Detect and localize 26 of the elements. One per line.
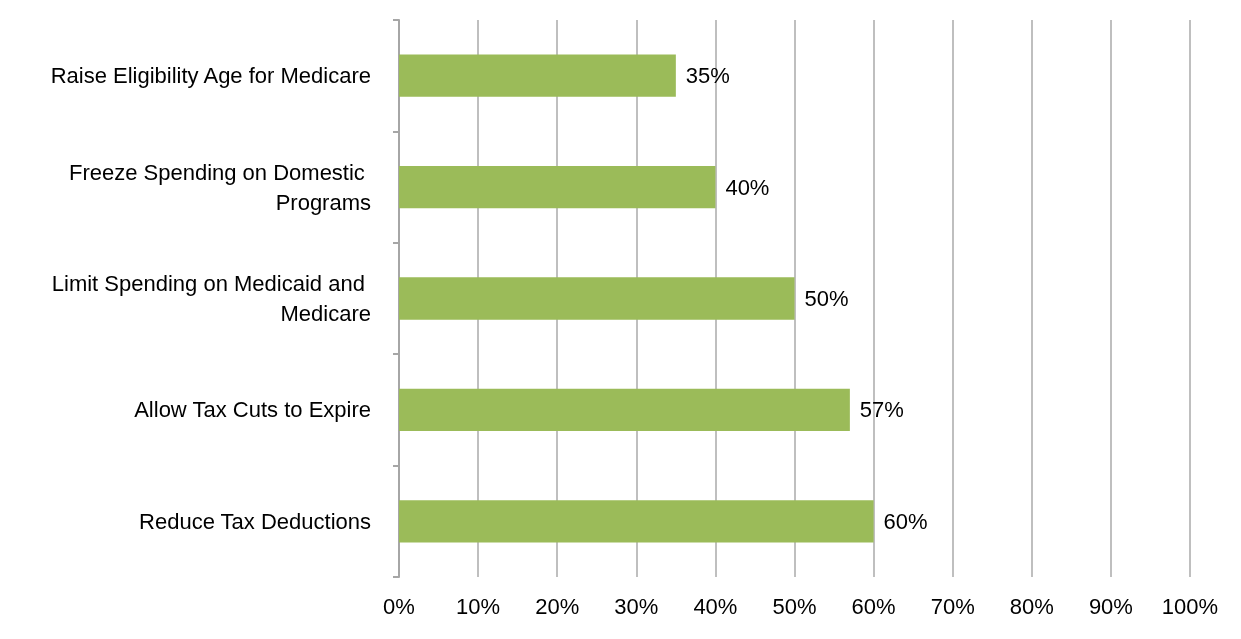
- x-tick-label: 10%: [456, 593, 501, 619]
- data-label: 60%: [883, 508, 928, 534]
- bar: [399, 388, 850, 432]
- x-tick-label: 30%: [614, 593, 659, 619]
- data-label: 57%: [859, 397, 904, 423]
- data-label: 50%: [804, 286, 849, 311]
- bar: [399, 165, 716, 209]
- y-tick-label: Reduce Tax Deductions: [139, 508, 371, 534]
- bar: [399, 54, 676, 97]
- x-tick-label: 20%: [535, 593, 580, 619]
- x-tick-label: 0%: [383, 593, 415, 619]
- bar: [399, 500, 874, 543]
- x-tick-label: 90%: [1088, 593, 1133, 619]
- x-tick-label: 100%: [1161, 593, 1219, 619]
- bar: [399, 277, 795, 320]
- y-tick-label: Limit Spending on Medicaid and Medicare: [51, 271, 371, 326]
- y-tick-label: Raise Eligibility Age for Medicare: [50, 63, 371, 89]
- x-tick-label: 70%: [930, 593, 975, 619]
- x-tick-label: 50%: [772, 593, 817, 619]
- y-tick-label: Allow Tax Cuts to Expire: [134, 397, 371, 423]
- x-tick-label: 80%: [1009, 593, 1054, 619]
- x-tick-label: 40%: [693, 593, 738, 619]
- y-tick-label: Freeze Spending on Domestic Programs: [68, 159, 371, 215]
- x-tick-label: 60%: [851, 593, 896, 619]
- data-label: 40%: [725, 174, 770, 200]
- data-label: 35%: [685, 63, 730, 89]
